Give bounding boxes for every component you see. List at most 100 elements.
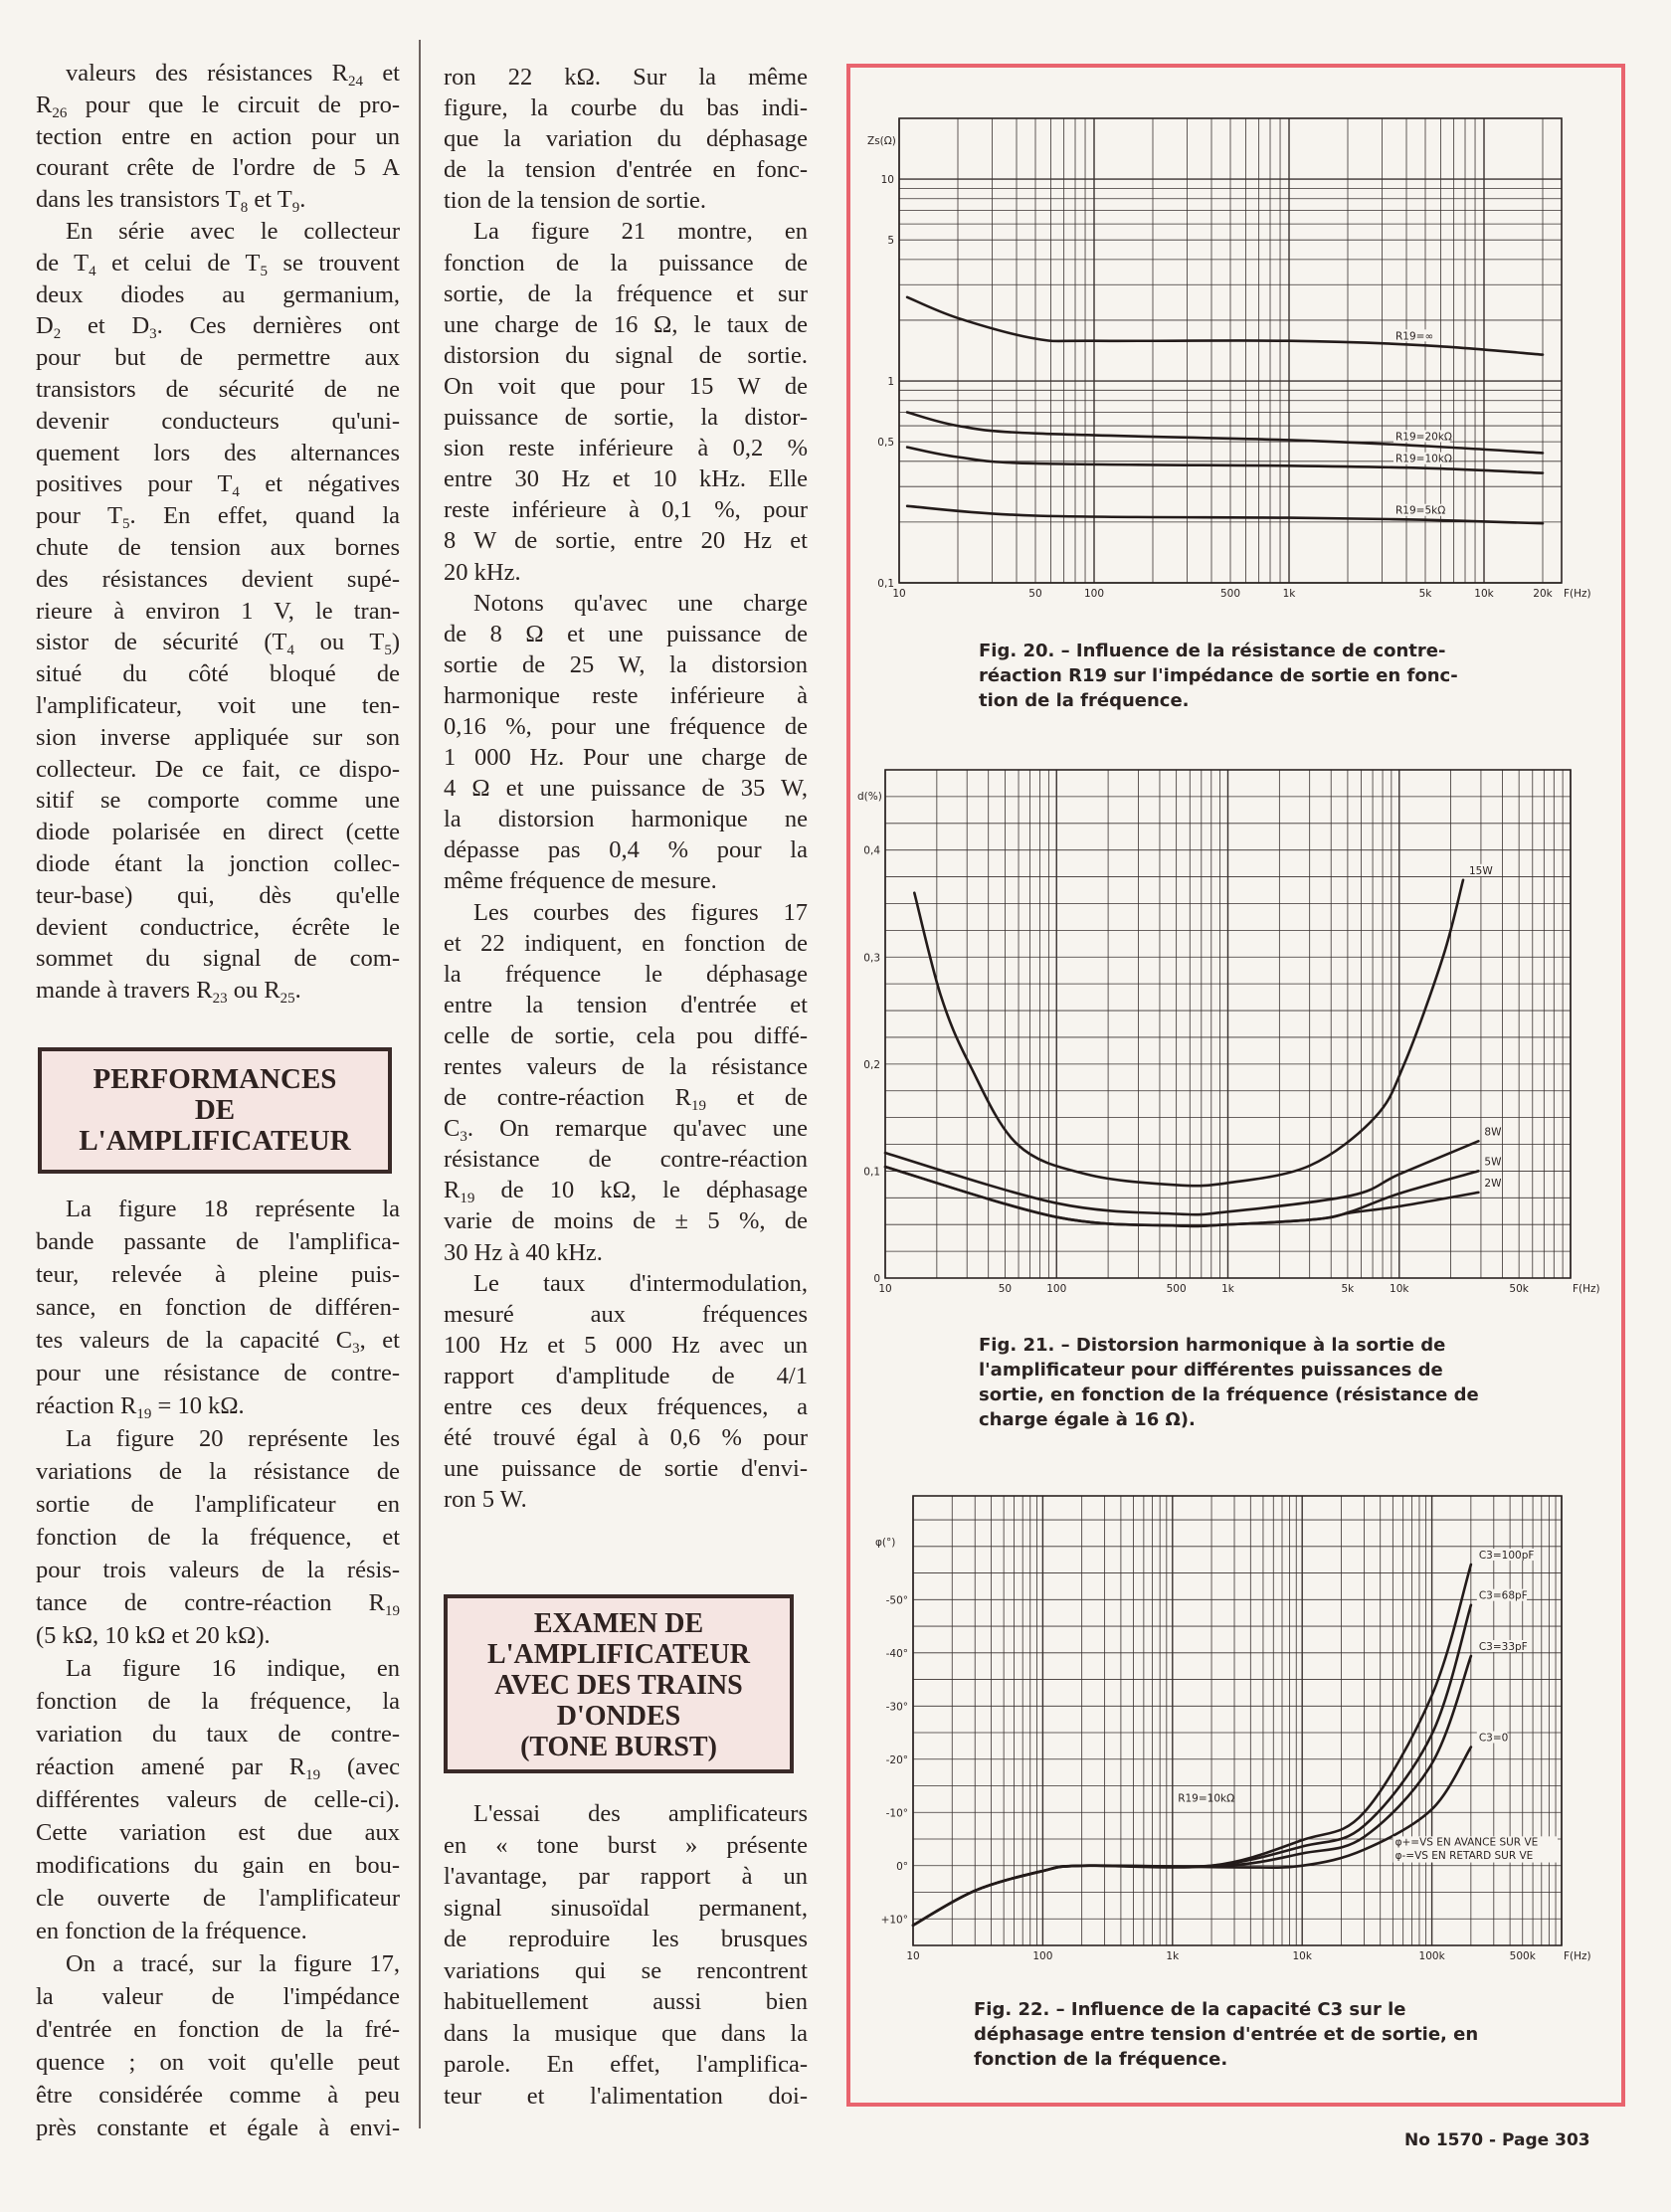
text-line: de la tension d'entrée en fonc-: [444, 156, 808, 184]
text-line: teur, relevée à pleine puis-: [36, 1261, 400, 1288]
y-tick-label: 0: [873, 1273, 880, 1285]
text-line: des résistances devient supé-: [36, 565, 400, 593]
caption-line: tion de la fréquence.: [979, 690, 1190, 711]
text-line: sortie de 25 W, la distorsion: [444, 650, 808, 678]
x-tick-label: 5k: [1419, 588, 1433, 600]
legend-lead: φ+=VS EN AVANCE SUR VE: [1395, 1836, 1539, 1848]
y-tick-label: 5: [887, 235, 894, 247]
caption-line: l'amplificateur pour différentes puissan…: [979, 1360, 1443, 1381]
series-line: [905, 504, 1545, 525]
label-background: [1476, 1731, 1508, 1744]
x-tick-label: 50: [999, 1283, 1012, 1295]
text-line: sion inverse appliquée sur son: [36, 723, 400, 751]
text-line: puissance de sortie, la distor-: [444, 404, 808, 432]
x-tick-label: 100: [1084, 588, 1104, 600]
caption-line: Fig. 20. – Influence de la résistance de…: [979, 641, 1446, 661]
text-line: quence ; on voit qu'elle peut: [36, 2049, 400, 2076]
text-line: bande passante de l'amplifica-: [36, 1228, 400, 1255]
text-line: pour T5. En effet, quand la: [36, 502, 401, 533]
text-line: transistors de sécurité de ne: [36, 375, 400, 403]
y-tick-label: 0,5: [877, 437, 894, 449]
text-line: en fonction de la fréquence.: [36, 1918, 307, 1944]
text-line: Notons qu'avec une charge: [473, 589, 808, 617]
text-line: Le taux d'intermodulation,: [473, 1269, 808, 1297]
text-line: 100 Hz et 5 000 Hz avec un: [444, 1331, 808, 1359]
text-line: différentes valeurs de celle-ci).: [36, 1786, 400, 1813]
text-line: sortie de l'amplificateur en: [36, 1491, 400, 1518]
text-line: de reproduire les brusques: [444, 1926, 808, 1952]
heading-line: PERFORMANCES: [93, 1063, 337, 1095]
caption-line: fonction de la fréquence.: [974, 2049, 1228, 2070]
series-line: [913, 878, 1465, 1188]
y-axis-label: φ(°): [875, 1537, 895, 1549]
text-line: figure, la courbe du bas indi-: [444, 94, 808, 122]
caption-line: Fig. 21. – Distorsion harmonique à la so…: [979, 1335, 1446, 1356]
fig22-chart: 10 100 1k 10k 100k 500k F(Hz) -50° -40° -30° -20° -…: [875, 1495, 1591, 1962]
label-background: [1393, 430, 1450, 443]
text-line: varie de moins de ± 5 %, de: [444, 1207, 808, 1235]
text-line: situé du côté bloqué de: [36, 660, 400, 688]
text-line: de 8 Ω et une puissance de: [444, 620, 808, 647]
caption-line: déphasage entre tension d'entrée et de s…: [974, 2024, 1479, 2045]
text-line: positives pour T4 et négatives: [36, 470, 400, 501]
figures-frame: [846, 64, 1625, 2107]
text-line: pour trois valeurs de la résis-: [36, 1557, 400, 1583]
label-background: [1393, 503, 1444, 516]
series-line: [905, 295, 1545, 356]
text-line: teur-base) qui, dès qu'elle: [36, 881, 400, 909]
series-label: C3=68pF: [1479, 1590, 1528, 1602]
text-line: valeurs des résistances R24 et: [66, 60, 400, 90]
text-line: ron 5 W.: [444, 1486, 527, 1514]
plot-frame: [884, 769, 1572, 1279]
series-line: [883, 1165, 1480, 1228]
text-line: entre la tension d'entrée et: [444, 991, 808, 1018]
text-line: rapport d'amplitude de 4/1: [444, 1362, 808, 1389]
y-axis-label: d(%): [857, 791, 882, 803]
text-line: dans les transistors T8 et T9.: [36, 186, 306, 217]
y-tick-label: -50°: [886, 1594, 908, 1606]
text-column-2-bottom: L'essai des amplificateurs en « tone burs…: [444, 1798, 808, 2112]
text-line: ron 22 kΩ. Sur la même: [444, 64, 808, 91]
text-line: été trouvé égal à 0,6 % pour: [444, 1424, 808, 1452]
x-tick-label: 50: [1028, 588, 1041, 600]
y-axis-label: Zs(Ω): [867, 135, 896, 147]
series-line: [911, 1654, 1473, 1927]
label-background: [1466, 863, 1491, 876]
text-column-1-top: valeurs des résistances R24 et R26 pour q…: [36, 58, 400, 1007]
x-tick-label: 100: [1046, 1283, 1066, 1295]
text-line: courant crête de l'ordre de 5 A: [36, 154, 400, 182]
text-line: tion de la tension de sortie.: [444, 187, 706, 215]
heading-line: (TONE BURST): [520, 1732, 717, 1762]
text-line: que la variation du déphasage: [444, 125, 808, 153]
series-line: [911, 1746, 1473, 1927]
text-line: réaction amené par R19 (avec: [36, 1753, 400, 1783]
text-line: parole. En effet, l'amplifica-: [444, 2051, 808, 2078]
series-label: R19=20kΩ: [1395, 431, 1452, 443]
caption-line: sortie, en fonction de la fréquence (rés…: [979, 1384, 1479, 1405]
y-tick-label: 10: [881, 174, 894, 186]
text-column-1-bottom: La figure 18 représente la bande passante…: [36, 1193, 400, 2144]
y-tick-label: 0,2: [863, 1059, 880, 1071]
heading-line: D'ONDES: [556, 1701, 681, 1732]
text-line: en « tone burst » présente: [444, 1831, 808, 1859]
x-tick-label: 10: [878, 1283, 891, 1295]
y-tick-label: 0,3: [863, 952, 880, 964]
text-line: La figure 16 indique, en: [66, 1655, 400, 1682]
text-line: devient conductrice, écrête le: [36, 913, 400, 941]
heading-line: AVEC DES TRAINS: [494, 1670, 743, 1701]
text-line: sion reste inférieure à 0,2 %: [444, 435, 808, 462]
label-background: [1393, 452, 1450, 464]
text-line: être considérée comme à peu: [36, 2082, 400, 2109]
x-tick-label: 500: [1220, 588, 1240, 600]
text-line: la distorsion harmonique ne: [444, 806, 808, 833]
text-line: 4 Ω et une puissance de 35 W,: [444, 775, 808, 803]
y-tick-label: +10°: [881, 1914, 908, 1926]
caption-line: Fig. 22. – Influence de la capacité C3 s…: [974, 1999, 1406, 2020]
figure-21-caption: Fig. 21. – Distorsion harmonique à la so…: [979, 1333, 1516, 1432]
text-line: diode polarisée en direct (cette: [36, 819, 400, 846]
text-line: tance de contre-réaction R19: [36, 1589, 400, 1619]
x-tick-label: 500k: [1510, 1950, 1537, 1962]
plot-frame: [912, 1495, 1563, 1946]
text-line: R19 de 10 kΩ, le déphasage: [444, 1177, 808, 1207]
x-tick-label: 1k: [1166, 1950, 1180, 1962]
